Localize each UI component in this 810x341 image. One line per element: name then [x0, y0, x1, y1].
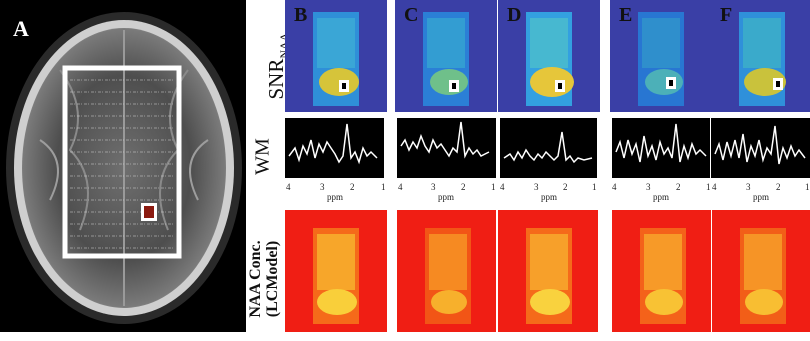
snr-map-b: B [285, 0, 387, 112]
ppm-axis-f: 4 3 2 1 ppm [711, 181, 810, 205]
naa-conc-map-b [285, 210, 387, 332]
panel-label-a: A [13, 16, 29, 41]
tick-4: 4 [286, 182, 291, 192]
tick-3: 3 [431, 182, 436, 192]
tick-4: 4 [612, 182, 617, 192]
tick-1: 1 [592, 182, 597, 192]
panel-label-f: F [720, 4, 733, 26]
wm-spectrum-e [612, 118, 710, 178]
tick-2: 2 [563, 182, 568, 192]
tick-3: 3 [534, 182, 539, 192]
ppm-axis-d: 4 3 2 1 ppm [500, 181, 599, 205]
snr-map-e: E [610, 0, 712, 112]
wm-spectrum-f [711, 118, 810, 178]
wm-spectrum-d [500, 118, 597, 178]
ppm-label: ppm [753, 192, 770, 202]
csi-grid-frame [62, 65, 182, 259]
naa-label-line2: (LCModel) [264, 240, 281, 318]
tick-1: 1 [805, 182, 810, 192]
naa-conc-map-d [498, 210, 598, 332]
panel-label-e: E [619, 4, 633, 26]
figure: A SNRNAA WM NAA Conc.(LCModel) B C [0, 0, 810, 332]
wm-spectrum-c [397, 118, 496, 178]
panel-label-b: B [294, 4, 308, 26]
naa-label-line1: NAA Conc. [247, 240, 264, 318]
tick-1: 1 [706, 182, 711, 192]
ppm-axis-e: 4 3 2 1 ppm [612, 181, 711, 205]
voxel-marker [144, 206, 154, 218]
tick-4: 4 [712, 182, 717, 192]
tick-3: 3 [320, 182, 325, 192]
csi-spectra-grid [70, 79, 174, 249]
tick-4: 4 [500, 182, 505, 192]
tick-2: 2 [776, 182, 781, 192]
ppm-label: ppm [438, 192, 455, 202]
snr-map-c: C [395, 0, 497, 112]
tick-2: 2 [350, 182, 355, 192]
tick-3: 3 [646, 182, 651, 192]
brain-mri-image [6, 12, 242, 324]
tick-2: 2 [676, 182, 681, 192]
snr-map-f: F [711, 0, 810, 112]
wm-spectrum-b [285, 118, 384, 178]
ppm-label: ppm [541, 192, 558, 202]
tick-3: 3 [746, 182, 751, 192]
tick-1: 1 [491, 182, 496, 192]
panel-a-mri: A [0, 0, 246, 332]
tick-1: 1 [381, 182, 386, 192]
naa-conc-map-e [612, 210, 711, 332]
snr-map-d: D [498, 0, 600, 112]
ppm-axis-c: 4 3 2 1 ppm [397, 181, 496, 205]
ppm-label: ppm [327, 192, 344, 202]
naa-conc-map-f [712, 210, 810, 332]
row-label-wm: WM [251, 138, 274, 175]
panel-label-d: D [507, 4, 522, 26]
panel-label-c: C [404, 4, 419, 26]
tick-4: 4 [398, 182, 403, 192]
ppm-label: ppm [653, 192, 670, 202]
naa-conc-map-c [397, 210, 496, 332]
row-label-naa-conc: NAA Conc. (LCModel) [247, 217, 281, 341]
tick-2: 2 [461, 182, 466, 192]
ppm-axis-b: 4 3 2 1 ppm [285, 181, 386, 205]
